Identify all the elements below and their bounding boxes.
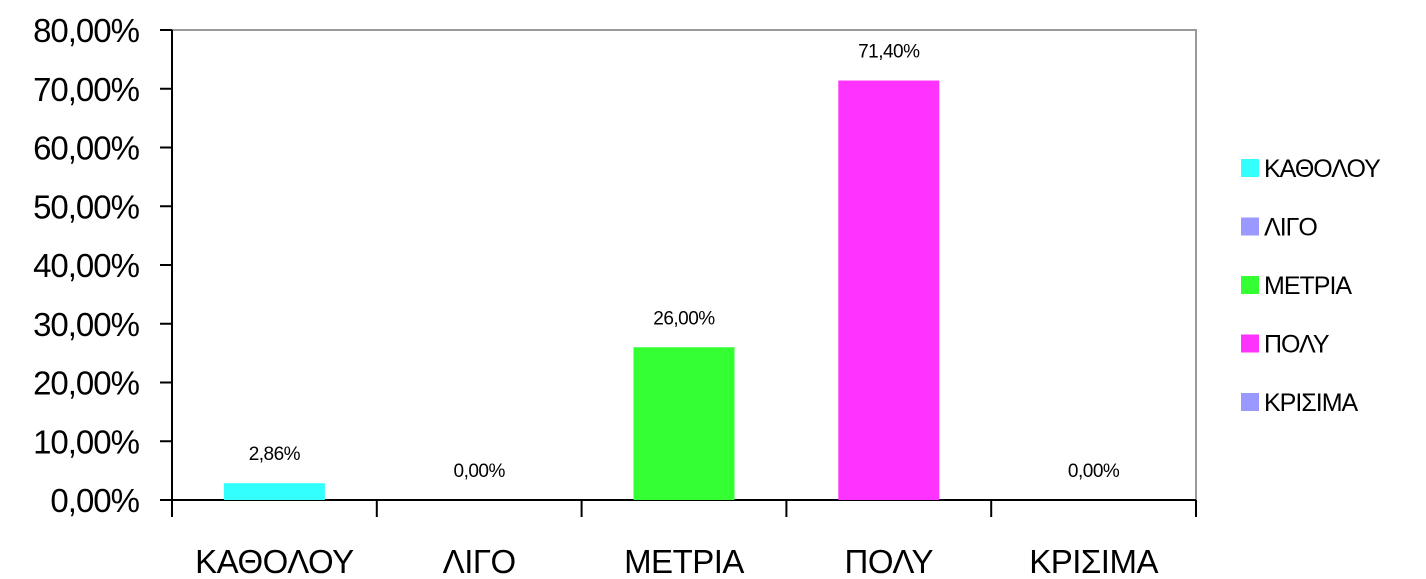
y-axis: 0,00% 10,00% 20,00% 30,00% 40,00% 50,00% 60,00… — [33, 12, 173, 519]
legend-label: ΛΙΓΟ — [1264, 214, 1317, 242]
legend-swatch — [1241, 276, 1259, 294]
y-tick-label: 10,00% — [33, 423, 140, 460]
y-tick-label: 60,00% — [33, 130, 140, 167]
legend-label: ΚΡΙΣΙΜΑ — [1264, 389, 1359, 417]
data-label: 26,00% — [653, 308, 715, 329]
y-tick-label: 50,00% — [33, 188, 140, 225]
y-tick-label: 20,00% — [33, 365, 140, 402]
data-label: 71,40% — [858, 42, 920, 63]
data-label: 2,86% — [249, 444, 301, 465]
y-tick-label: 70,00% — [33, 71, 140, 108]
x-tick-label: ΛΙΓΟ — [443, 543, 516, 579]
legend-label: ΜΕΤΡΙΑ — [1264, 272, 1352, 300]
data-labels: 2,86% 0,00% 26,00% 71,40% 0,00% — [249, 42, 1121, 482]
x-axis: ΚΑΘΟΛΟΥ ΛΙΓΟ ΜΕΤΡΙΑ ΠΟΛΥ ΚΡΙΣΙΜΑ — [171, 499, 1197, 579]
legend-swatch — [1241, 334, 1259, 353]
legend-swatch — [1241, 159, 1259, 177]
y-tick-label: 30,00% — [33, 306, 140, 343]
x-tick-label: ΚΡΙΣΙΜΑ — [1029, 543, 1158, 579]
x-tick-label: ΠΟΛΥ — [845, 543, 934, 579]
legend: ΚΑΘΟΛΟΥ ΛΙΓΟ ΜΕΤΡΙΑ ΠΟΛΥ ΚΡΙΣΙΜΑ — [1241, 155, 1382, 417]
bar — [838, 80, 940, 501]
bars — [223, 80, 940, 501]
y-tick-label: 0,00% — [50, 482, 139, 519]
data-label: 0,00% — [454, 461, 506, 482]
bar — [633, 347, 735, 500]
legend-label: ΚΑΘΟΛΟΥ — [1264, 155, 1381, 183]
y-tick-label: 40,00% — [33, 247, 140, 284]
bar — [223, 483, 325, 500]
x-tick-label: ΚΑΘΟΛΟΥ — [195, 543, 354, 579]
data-label: 0,00% — [1068, 461, 1120, 482]
x-tick-label: ΜΕΤΡΙΑ — [624, 543, 744, 579]
legend-swatch — [1241, 217, 1259, 236]
legend-label: ΠΟΛΥ — [1264, 331, 1330, 359]
legend-swatch — [1241, 393, 1259, 411]
y-tick-label: 80,00% — [33, 12, 140, 49]
